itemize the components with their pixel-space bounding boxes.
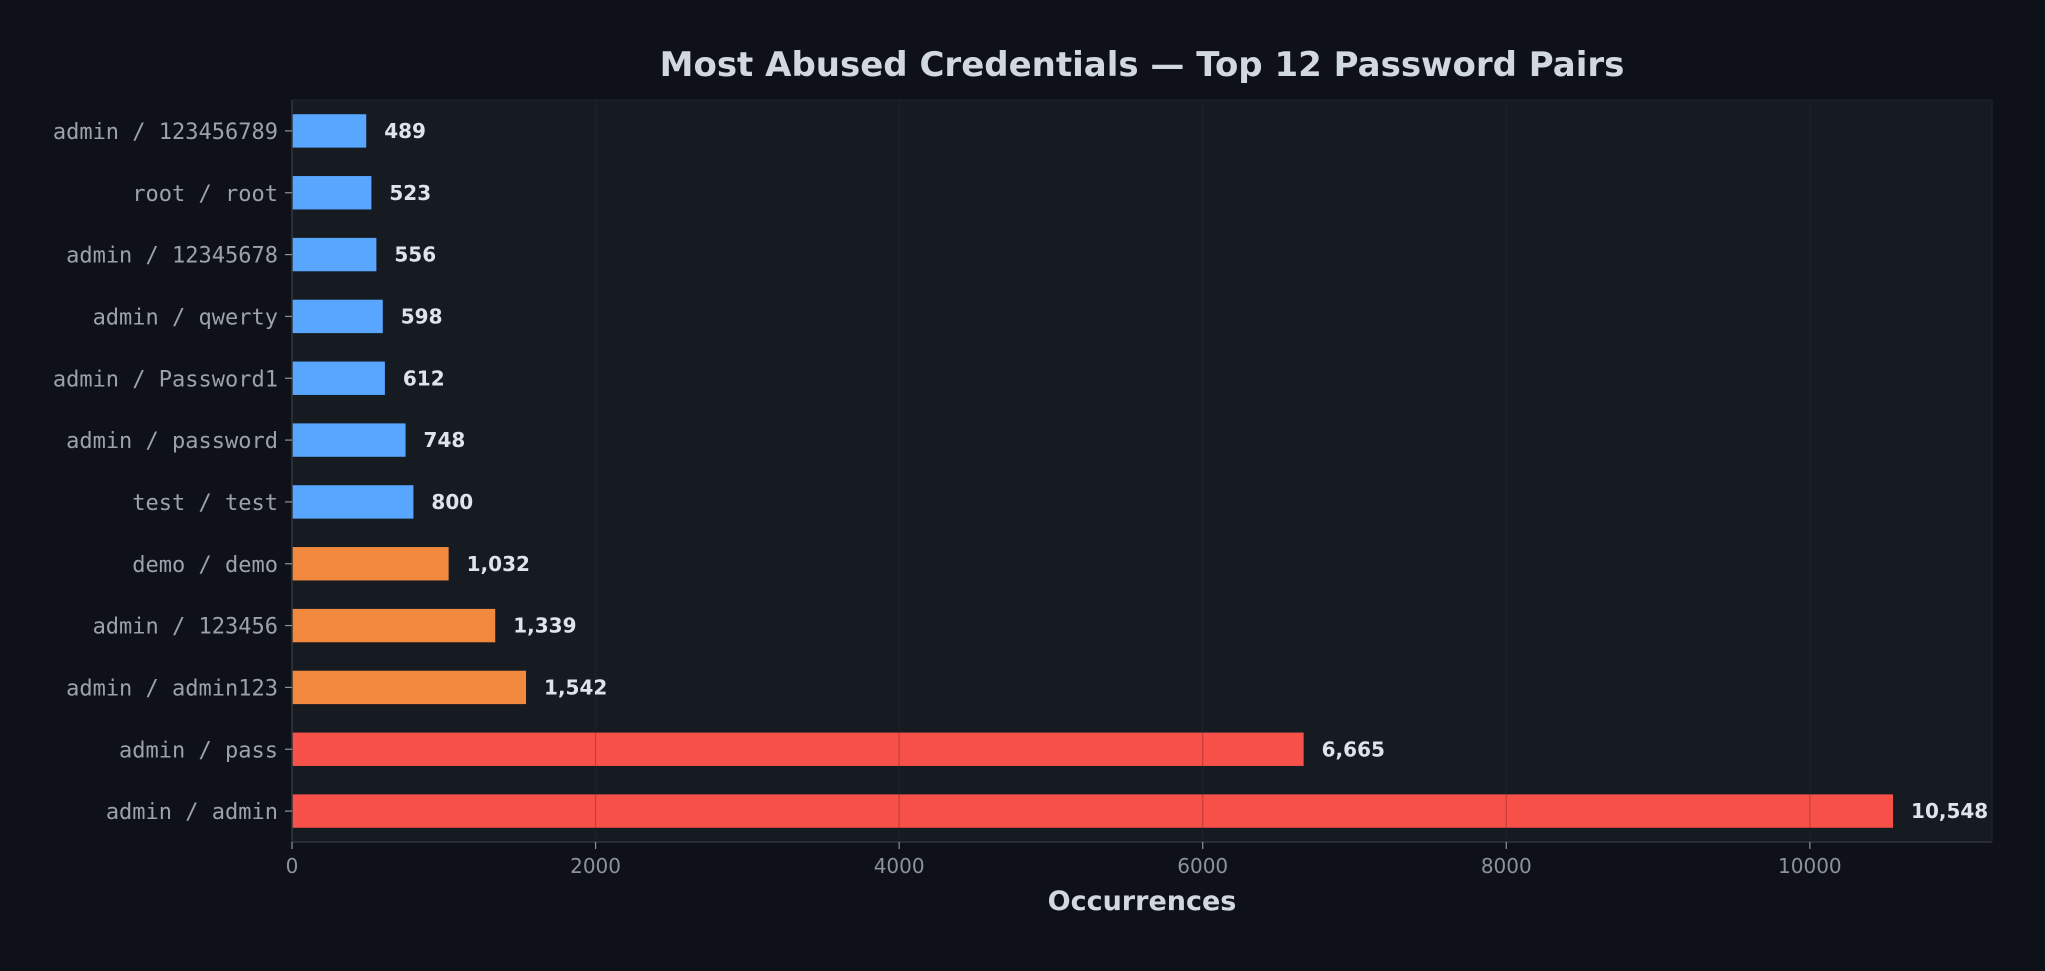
grid-lines bbox=[594, 100, 1811, 842]
bar bbox=[292, 114, 367, 148]
x-axis-label: Occurrences bbox=[1048, 886, 1237, 917]
data-label: 1,542 bbox=[544, 675, 607, 699]
data-label: 1,339 bbox=[513, 614, 576, 638]
data-label: 10,548 bbox=[1911, 799, 1988, 823]
plot-area bbox=[292, 100, 1992, 842]
bar bbox=[292, 176, 372, 210]
data-labels: 489 523 556 598 612 748 800 1,032 1,339 1,542 6,66… bbox=[384, 119, 1988, 823]
x-tick-labels: 0 2000 4000 6000 8000 10000 bbox=[286, 842, 1842, 878]
data-label: 800 bbox=[431, 490, 473, 514]
data-label: 612 bbox=[403, 366, 445, 390]
data-label: 6,665 bbox=[1322, 737, 1385, 761]
data-label: 489 bbox=[384, 119, 426, 143]
bars bbox=[292, 114, 1894, 828]
grid-lines-overlay bbox=[594, 100, 1811, 842]
x-tick-label: 0 bbox=[286, 854, 299, 878]
axes bbox=[291, 99, 1993, 843]
y-tick-label: root / root bbox=[132, 182, 278, 207]
bar bbox=[292, 547, 449, 581]
y-tick-label: test / test bbox=[132, 491, 278, 516]
data-label: 598 bbox=[401, 304, 443, 328]
y-tick-label: admin / admin123 bbox=[66, 676, 278, 701]
y-tick-label: demo / demo bbox=[132, 553, 278, 578]
y-tick-label: admin / 123456 bbox=[93, 615, 278, 640]
bar bbox=[292, 423, 406, 457]
y-tick-label: admin / admin bbox=[106, 800, 278, 825]
data-label: 748 bbox=[424, 428, 466, 452]
x-tick-label: 2000 bbox=[570, 854, 621, 878]
bar bbox=[292, 237, 377, 272]
y-tick-labels: admin / 123456789 root / root admin / 1234… bbox=[53, 120, 292, 825]
chart-title: Most Abused Credentials — Top 12 Passwor… bbox=[660, 45, 1625, 85]
data-label: 556 bbox=[394, 243, 436, 267]
bar bbox=[292, 485, 414, 519]
y-tick-label: admin / Password1 bbox=[53, 367, 278, 392]
bar bbox=[292, 732, 1304, 766]
y-tick-label: admin / qwerty bbox=[93, 305, 278, 330]
y-tick-label: admin / password bbox=[66, 429, 278, 454]
bar bbox=[292, 670, 527, 705]
x-tick-label: 4000 bbox=[874, 854, 925, 878]
y-tick-label: admin / pass bbox=[119, 738, 278, 763]
bar bbox=[292, 794, 1894, 828]
data-label: 523 bbox=[389, 181, 431, 205]
bar bbox=[292, 361, 385, 395]
x-tick-label: 8000 bbox=[1481, 854, 1532, 878]
y-tick-label: admin / 12345678 bbox=[66, 244, 278, 269]
data-label: 1,032 bbox=[467, 552, 530, 576]
y-tick-label: admin / 123456789 bbox=[53, 120, 278, 145]
x-tick-label: 10000 bbox=[1778, 854, 1842, 878]
bar bbox=[292, 299, 383, 334]
x-tick-label: 6000 bbox=[1177, 854, 1228, 878]
bar bbox=[292, 608, 496, 643]
